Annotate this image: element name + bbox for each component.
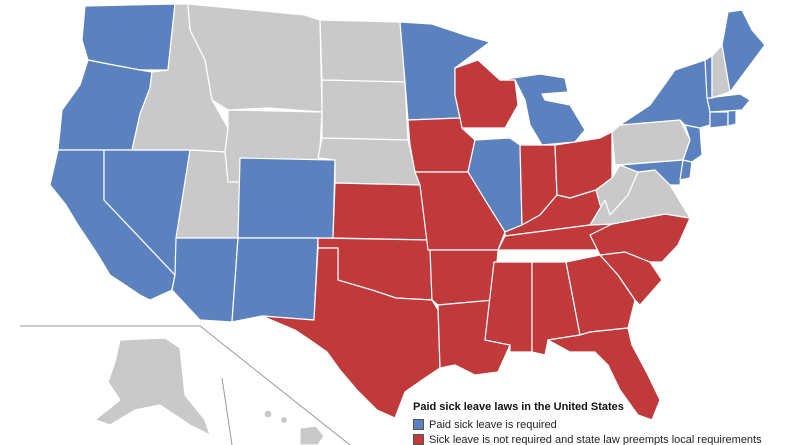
state-hi-island xyxy=(279,415,289,425)
state-ri xyxy=(727,109,737,127)
state-ct xyxy=(709,111,729,129)
legend-entry-required: Paid sick leave is required xyxy=(413,417,800,432)
state-ma xyxy=(706,93,751,113)
state-wi xyxy=(454,59,519,129)
state-hi-group xyxy=(263,409,325,445)
state-mt xyxy=(187,3,323,113)
state-mi xyxy=(499,73,586,146)
legend-entry-preempted: Sick leave is not required and state law… xyxy=(413,432,800,445)
alaska-inset-border xyxy=(20,325,351,445)
state-hi-island xyxy=(263,409,273,419)
legend-label-required: Paid sick leave is required xyxy=(429,418,557,431)
state-ms xyxy=(484,261,533,353)
legend-label-preempted: Sick leave is not required and state law… xyxy=(429,433,762,445)
map-legend: Paid sick leave laws in the United State… xyxy=(413,401,800,445)
state-hi xyxy=(299,425,325,445)
state-fl xyxy=(547,327,661,421)
state-ks xyxy=(332,182,429,241)
state-nd xyxy=(319,19,406,83)
state-ak xyxy=(94,337,211,436)
state-nm xyxy=(231,237,319,323)
hawaii-inset-border xyxy=(221,377,233,445)
state-mo xyxy=(414,171,506,251)
state-ar xyxy=(429,249,499,306)
legend-swatch-preempted xyxy=(413,434,424,445)
legend-title: Paid sick leave laws in the United State… xyxy=(413,401,624,413)
state-co xyxy=(237,157,336,239)
state-wa xyxy=(81,3,176,71)
state-pa xyxy=(611,119,691,166)
state-az xyxy=(171,237,239,323)
state-me xyxy=(721,9,766,93)
legend-swatch-required xyxy=(413,419,424,430)
state-ny xyxy=(619,59,711,129)
state-tx xyxy=(261,247,441,419)
state-sd xyxy=(321,79,409,141)
